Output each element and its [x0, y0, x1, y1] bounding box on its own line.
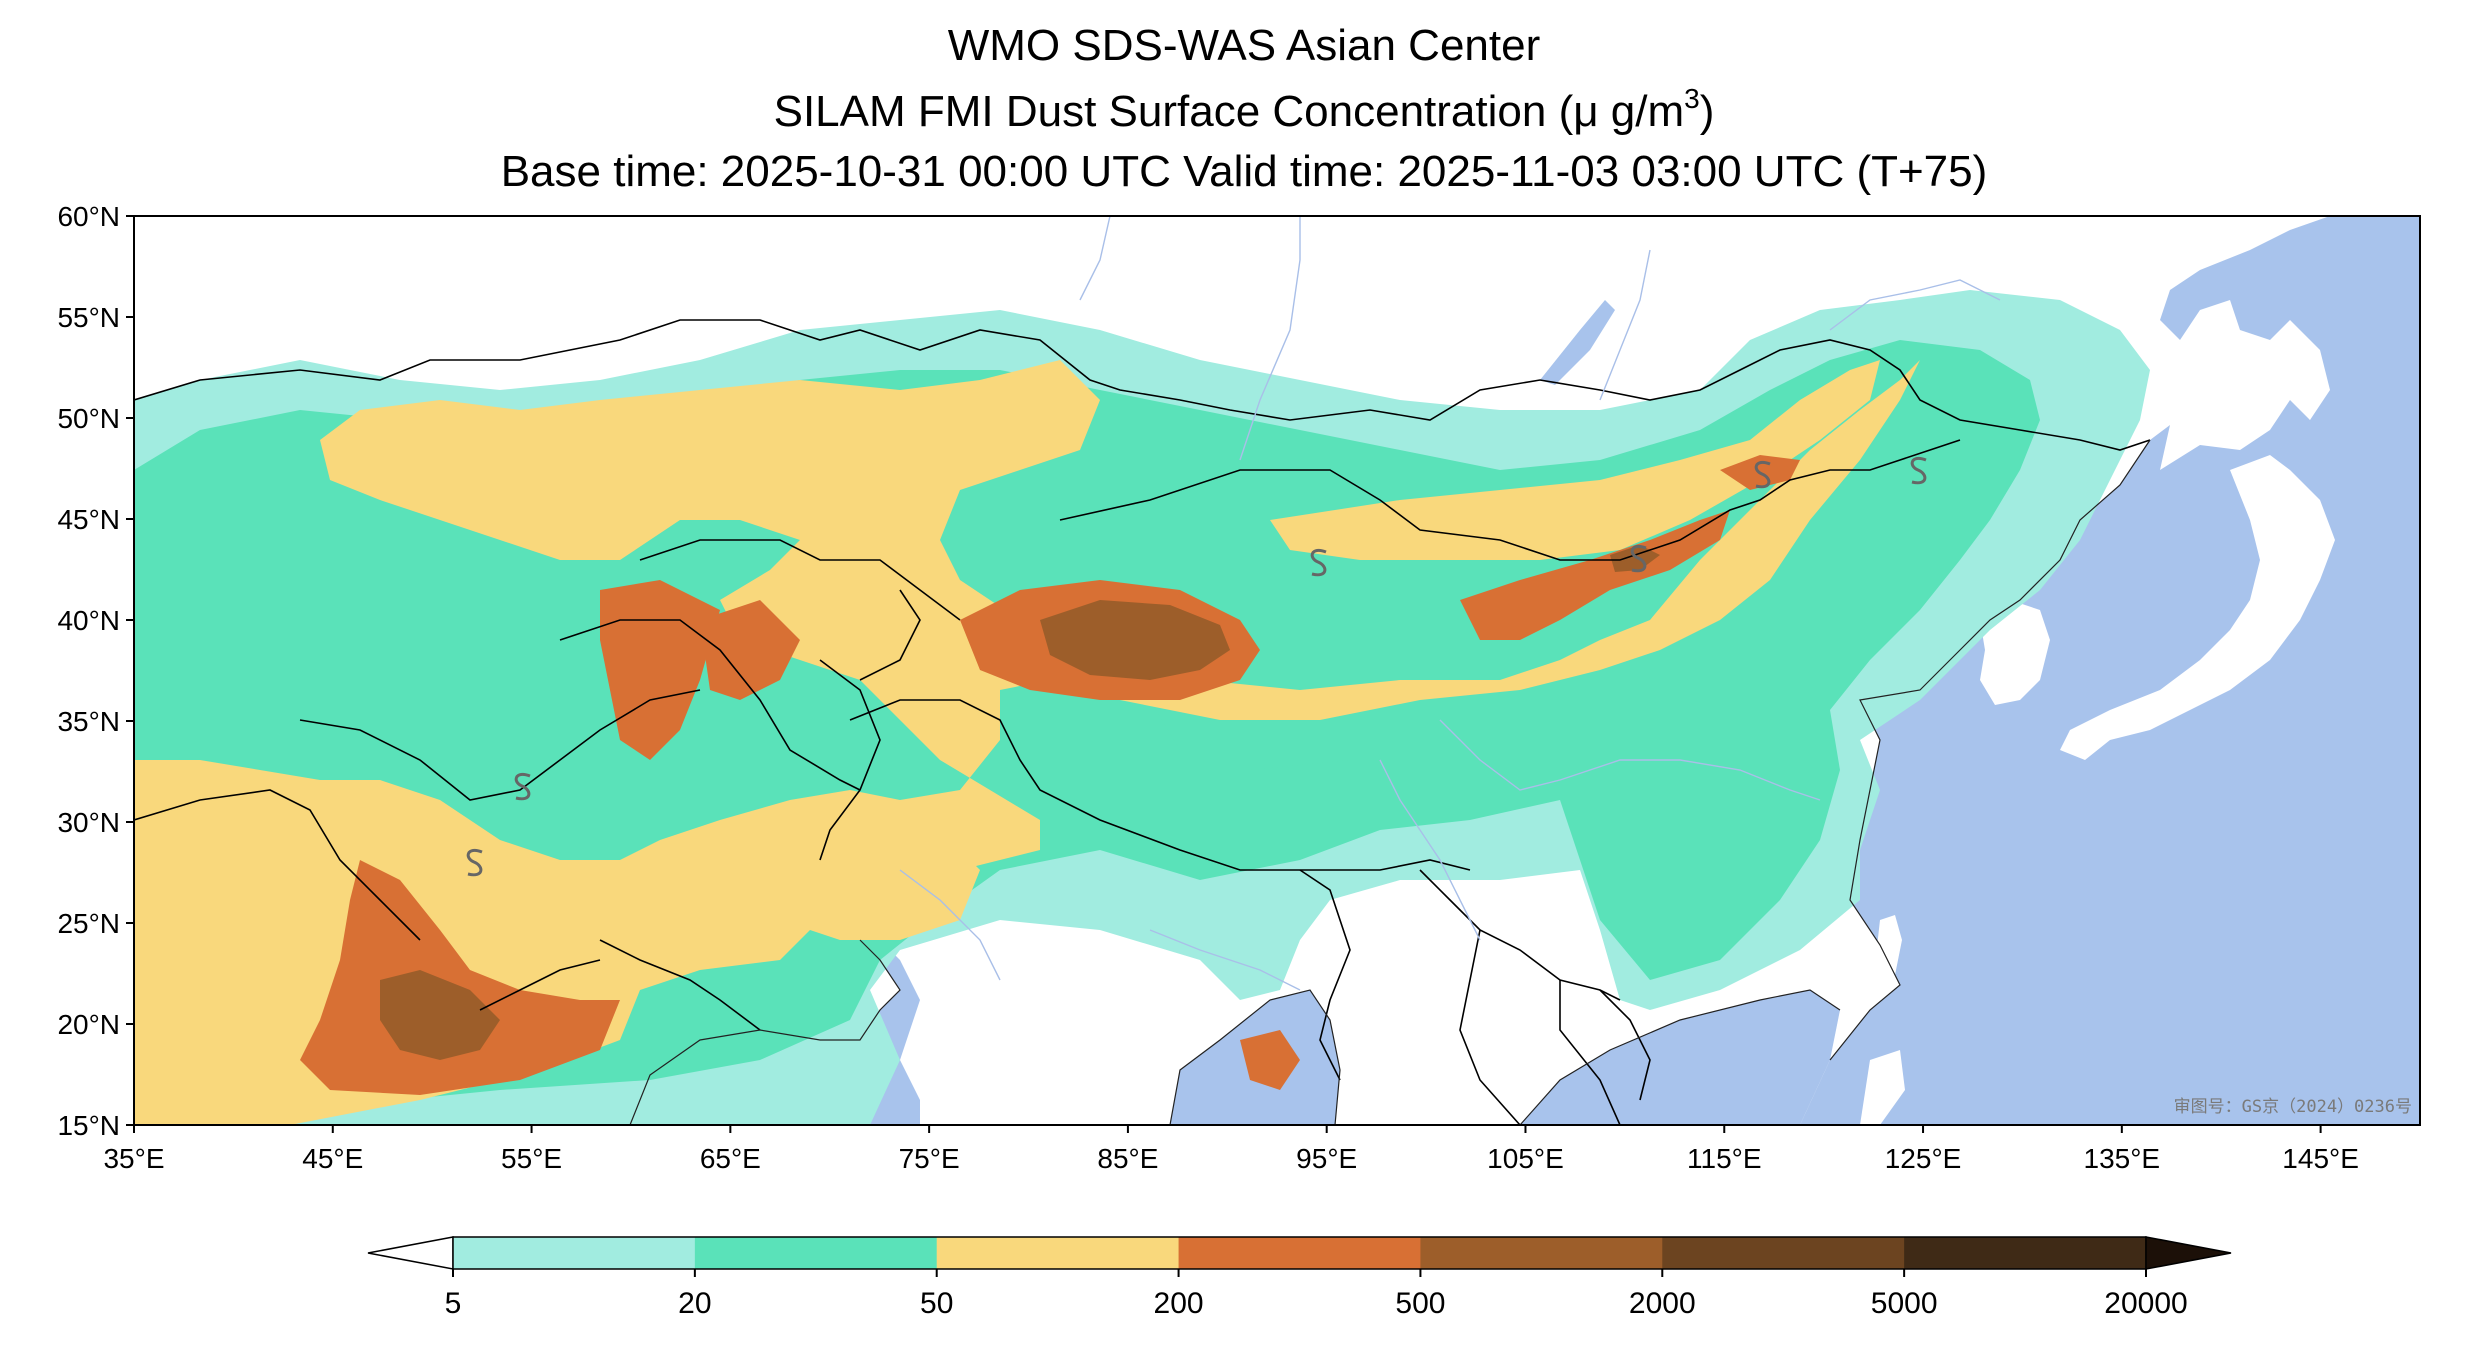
map-approval-number: 审图号：GS京（2024）0236号	[2174, 1097, 2412, 1117]
dust-level-500-2000	[380, 545, 1660, 1060]
lat-tick-label: 35°N	[57, 706, 120, 737]
colorbar-high-extension	[2145, 1236, 2232, 1270]
lon-tick-label: 45°E	[302, 1143, 363, 1174]
rivers	[899, 216, 2001, 991]
colorbar-cell	[936, 1237, 1180, 1269]
map-area: 审图号：GS京（2024）0236号	[134, 216, 2420, 1125]
colorbar-low-extension	[367, 1236, 454, 1270]
lat-tick-label: 40°N	[57, 605, 120, 636]
lon-tick-label: 75°E	[899, 1143, 960, 1174]
title-line-2: SILAM FMI Dust Surface Concentration (μ …	[773, 83, 1715, 137]
lon-tick-label: 65°E	[700, 1143, 761, 1174]
colorbar-label: 5000	[1871, 1287, 1938, 1320]
lon-tick-label: 35°E	[103, 1143, 164, 1174]
sandstorm-symbol-5	[1630, 544, 1647, 573]
sandstorm-symbol-3	[1310, 548, 1327, 577]
sandstorm-symbol-4	[1910, 456, 1927, 485]
colorbar-cell	[1662, 1237, 1905, 1269]
sandstorm-symbol-2	[466, 848, 483, 877]
philippines	[1860, 1050, 1905, 1125]
lon-tick-label: 85°E	[1097, 1143, 1158, 1174]
lat-tick-label: 55°N	[57, 302, 120, 333]
colorbar-label: 20000	[2104, 1287, 2187, 1320]
lon-tick-label: 145°E	[2282, 1143, 2359, 1174]
colorbar-label: 2000	[1629, 1287, 1696, 1320]
title-line-3: Base time: 2025-10-31 00:00 UTC Valid ti…	[500, 147, 1988, 196]
japan-sea-islands	[2060, 455, 2335, 760]
colorbar-cell	[453, 1237, 696, 1269]
lat-tick-label: 30°N	[57, 807, 120, 838]
lat-tick-label: 60°N	[57, 201, 120, 232]
lat-tick-label: 50°N	[57, 403, 120, 434]
lon-tick-label: 55°E	[501, 1143, 562, 1174]
colorbar-label: 50	[920, 1287, 953, 1320]
lon-tick-label: 115°E	[1687, 1143, 1762, 1174]
colorbar-cells	[452, 1236, 2147, 1270]
dust-level-200-500	[300, 455, 1800, 1095]
colorbar-label: 5	[445, 1287, 462, 1320]
colorbar-label: 20	[678, 1287, 711, 1320]
map-frame	[133, 215, 2421, 1126]
title-line-1: WMO SDS-WAS Asian Center	[947, 21, 1541, 70]
lon-tick-label: 135°E	[2084, 1143, 2161, 1174]
coastlines	[629, 439, 2151, 1125]
lat-tick-label: 20°N	[57, 1009, 120, 1040]
taiwan-island	[1875, 915, 1902, 985]
lon-tick-label: 95°E	[1296, 1143, 1357, 1174]
colorbar-label: 200	[1154, 1287, 1204, 1320]
lat-tick-label: 25°N	[57, 908, 120, 939]
lat-tick-label: 15°N	[57, 1110, 120, 1141]
colorbar-labels: 5 20 50 200 500 2000 5000 20000	[445, 1269, 2188, 1320]
lon-tick-label: 105°E	[1487, 1143, 1564, 1174]
axis-ticks: 35°E 45°E 55°E 65°E 75°E 85°E 95°E 105°E 115°E 12…	[57, 201, 2358, 1174]
pacific-ocean	[1800, 216, 2420, 1125]
colorbar-cell	[1904, 1237, 2147, 1269]
colorbar-cell	[1420, 1237, 1663, 1269]
dust-level-50-200	[134, 360, 1920, 1125]
sandstorm-symbol-6	[1754, 460, 1771, 489]
colorbar: 5 20 50 200 500 2000 5000 20000	[367, 1236, 2232, 1320]
okhotsk-sakhalin	[2290, 330, 2320, 420]
lon-tick-label: 125°E	[1885, 1143, 1962, 1174]
south-china-sea	[1520, 990, 1840, 1125]
sandstorm-symbols	[466, 456, 1927, 877]
lake-baikal	[1540, 300, 1615, 385]
country-borders	[134, 319, 2151, 1125]
sandstorm-symbol-1	[514, 772, 531, 801]
korea-peninsula	[1980, 600, 2050, 705]
lat-tick-label: 45°N	[57, 504, 120, 535]
colorbar-cell	[1178, 1237, 1421, 1269]
colorbar-cell	[694, 1237, 938, 1269]
colorbar-label: 500	[1395, 1287, 1445, 1320]
